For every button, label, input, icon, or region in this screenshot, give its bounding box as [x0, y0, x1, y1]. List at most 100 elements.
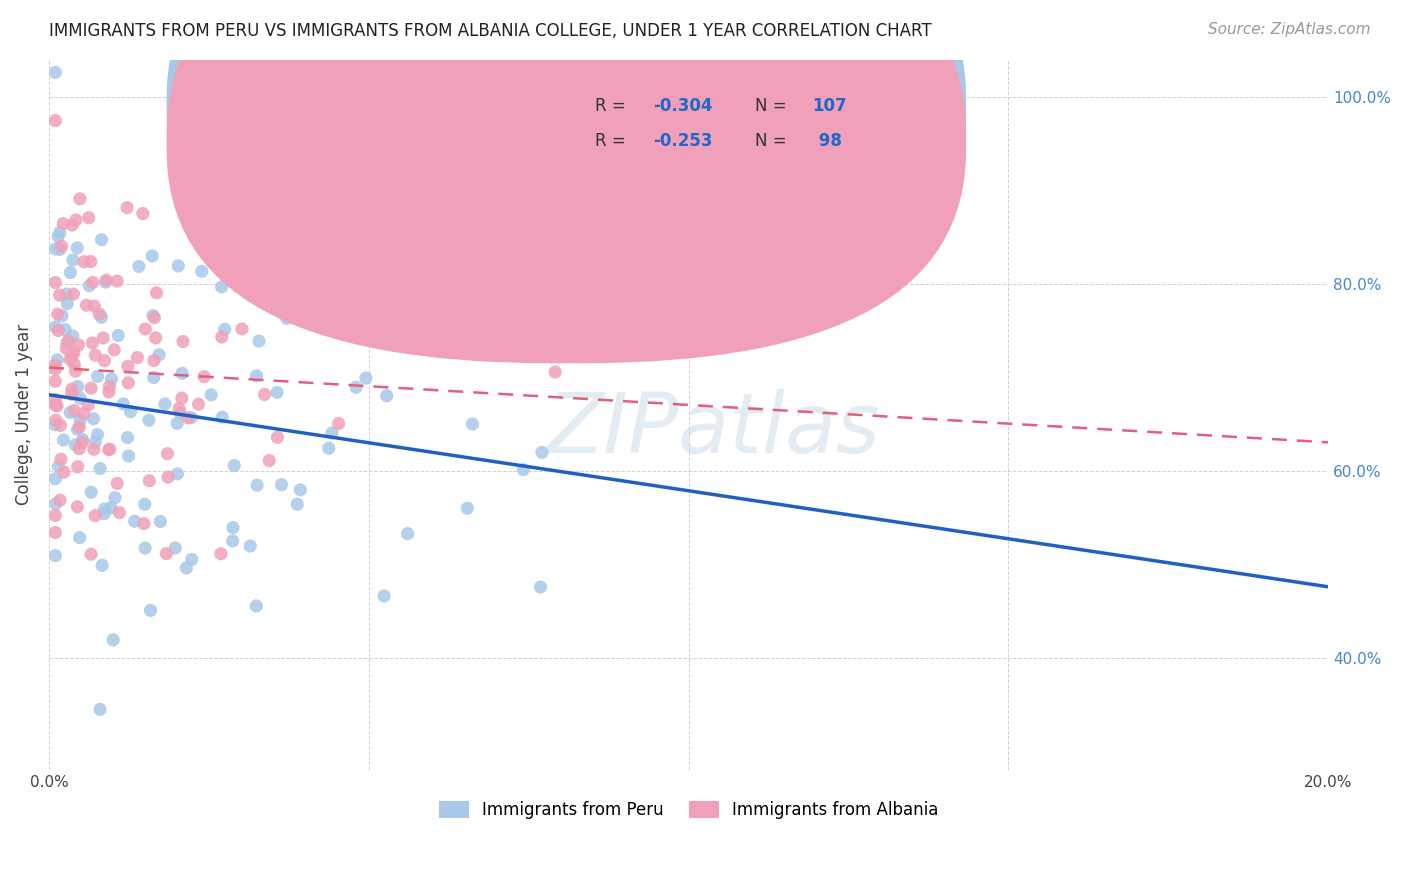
Point — [257, 453, 280, 467]
Point — [49, 418, 72, 433]
Text: -0.253: -0.253 — [652, 132, 713, 150]
Point — [84, 348, 107, 362]
Point — [155, 547, 177, 561]
Point — [48, 288, 70, 302]
Point — [108, 506, 131, 520]
Point — [89, 307, 111, 321]
Point — [44, 362, 66, 376]
Point — [167, 401, 190, 416]
Point — [276, 311, 298, 326]
Point — [253, 387, 276, 401]
Point — [80, 381, 103, 395]
Text: N =: N = — [755, 132, 792, 150]
Point — [344, 380, 367, 394]
Point — [138, 413, 160, 427]
Point — [60, 218, 83, 232]
Point — [156, 447, 179, 461]
Point — [69, 192, 91, 206]
Point — [65, 364, 87, 378]
Point — [145, 331, 167, 345]
Point — [49, 226, 72, 240]
Legend: Immigrants from Peru, Immigrants from Albania: Immigrants from Peru, Immigrants from Al… — [432, 794, 945, 826]
Point — [172, 334, 194, 349]
Point — [51, 309, 73, 323]
FancyBboxPatch shape — [167, 0, 966, 363]
Point — [187, 397, 209, 411]
Point — [100, 372, 122, 386]
Point — [84, 434, 107, 449]
Point — [66, 422, 89, 436]
Point — [59, 352, 82, 367]
Point — [169, 407, 191, 421]
Point — [59, 405, 82, 419]
Point — [77, 398, 100, 412]
Point — [91, 331, 114, 345]
Point — [62, 287, 84, 301]
Point — [221, 533, 243, 548]
Point — [263, 252, 285, 266]
Point — [245, 368, 267, 383]
Point — [321, 425, 343, 440]
Point — [97, 442, 120, 457]
Point — [86, 427, 108, 442]
Point — [512, 462, 534, 476]
Point — [433, 297, 456, 311]
Text: R =: R = — [595, 132, 631, 150]
Point — [75, 298, 97, 312]
Point — [191, 264, 214, 278]
Text: IMMIGRANTS FROM PERU VS IMMIGRANTS FROM ALBANIA COLLEGE, UNDER 1 YEAR CORRELATIO: IMMIGRANTS FROM PERU VS IMMIGRANTS FROM … — [49, 22, 932, 40]
Point — [165, 541, 187, 555]
Point — [93, 507, 115, 521]
Point — [266, 385, 288, 400]
Point — [69, 413, 91, 427]
Point — [46, 352, 69, 367]
Point — [222, 520, 245, 534]
Point — [211, 410, 233, 425]
Point — [145, 285, 167, 300]
Point — [105, 476, 128, 491]
Point — [72, 435, 94, 450]
Point — [45, 497, 67, 511]
Point — [44, 358, 66, 372]
Point — [83, 411, 105, 425]
Point — [132, 516, 155, 531]
Point — [80, 547, 103, 561]
Point — [45, 413, 67, 427]
Point — [55, 287, 77, 301]
Point — [141, 249, 163, 263]
Point — [266, 430, 288, 444]
Point — [148, 348, 170, 362]
Point — [66, 500, 89, 514]
Point — [246, 478, 269, 492]
Point — [285, 497, 308, 511]
Point — [544, 365, 567, 379]
Point — [72, 433, 94, 447]
Text: 98: 98 — [813, 132, 842, 150]
Text: R =: R = — [595, 96, 631, 115]
Point — [44, 113, 66, 128]
Point — [104, 491, 127, 505]
Point — [83, 442, 105, 457]
Point — [115, 201, 138, 215]
Point — [231, 322, 253, 336]
Point — [69, 392, 91, 406]
Point — [60, 387, 83, 401]
Point — [461, 417, 484, 431]
Point — [44, 398, 66, 412]
Point — [396, 526, 419, 541]
Point — [80, 485, 103, 500]
Point — [157, 470, 180, 484]
Point — [94, 275, 117, 289]
Point — [176, 561, 198, 575]
Point — [290, 483, 312, 497]
Point — [48, 459, 70, 474]
Point — [117, 376, 139, 390]
Point — [62, 252, 84, 267]
Point — [224, 458, 246, 473]
Point — [84, 508, 107, 523]
Point — [172, 367, 194, 381]
Point — [193, 369, 215, 384]
Point — [120, 405, 142, 419]
Point — [247, 334, 270, 349]
Point — [143, 353, 166, 368]
